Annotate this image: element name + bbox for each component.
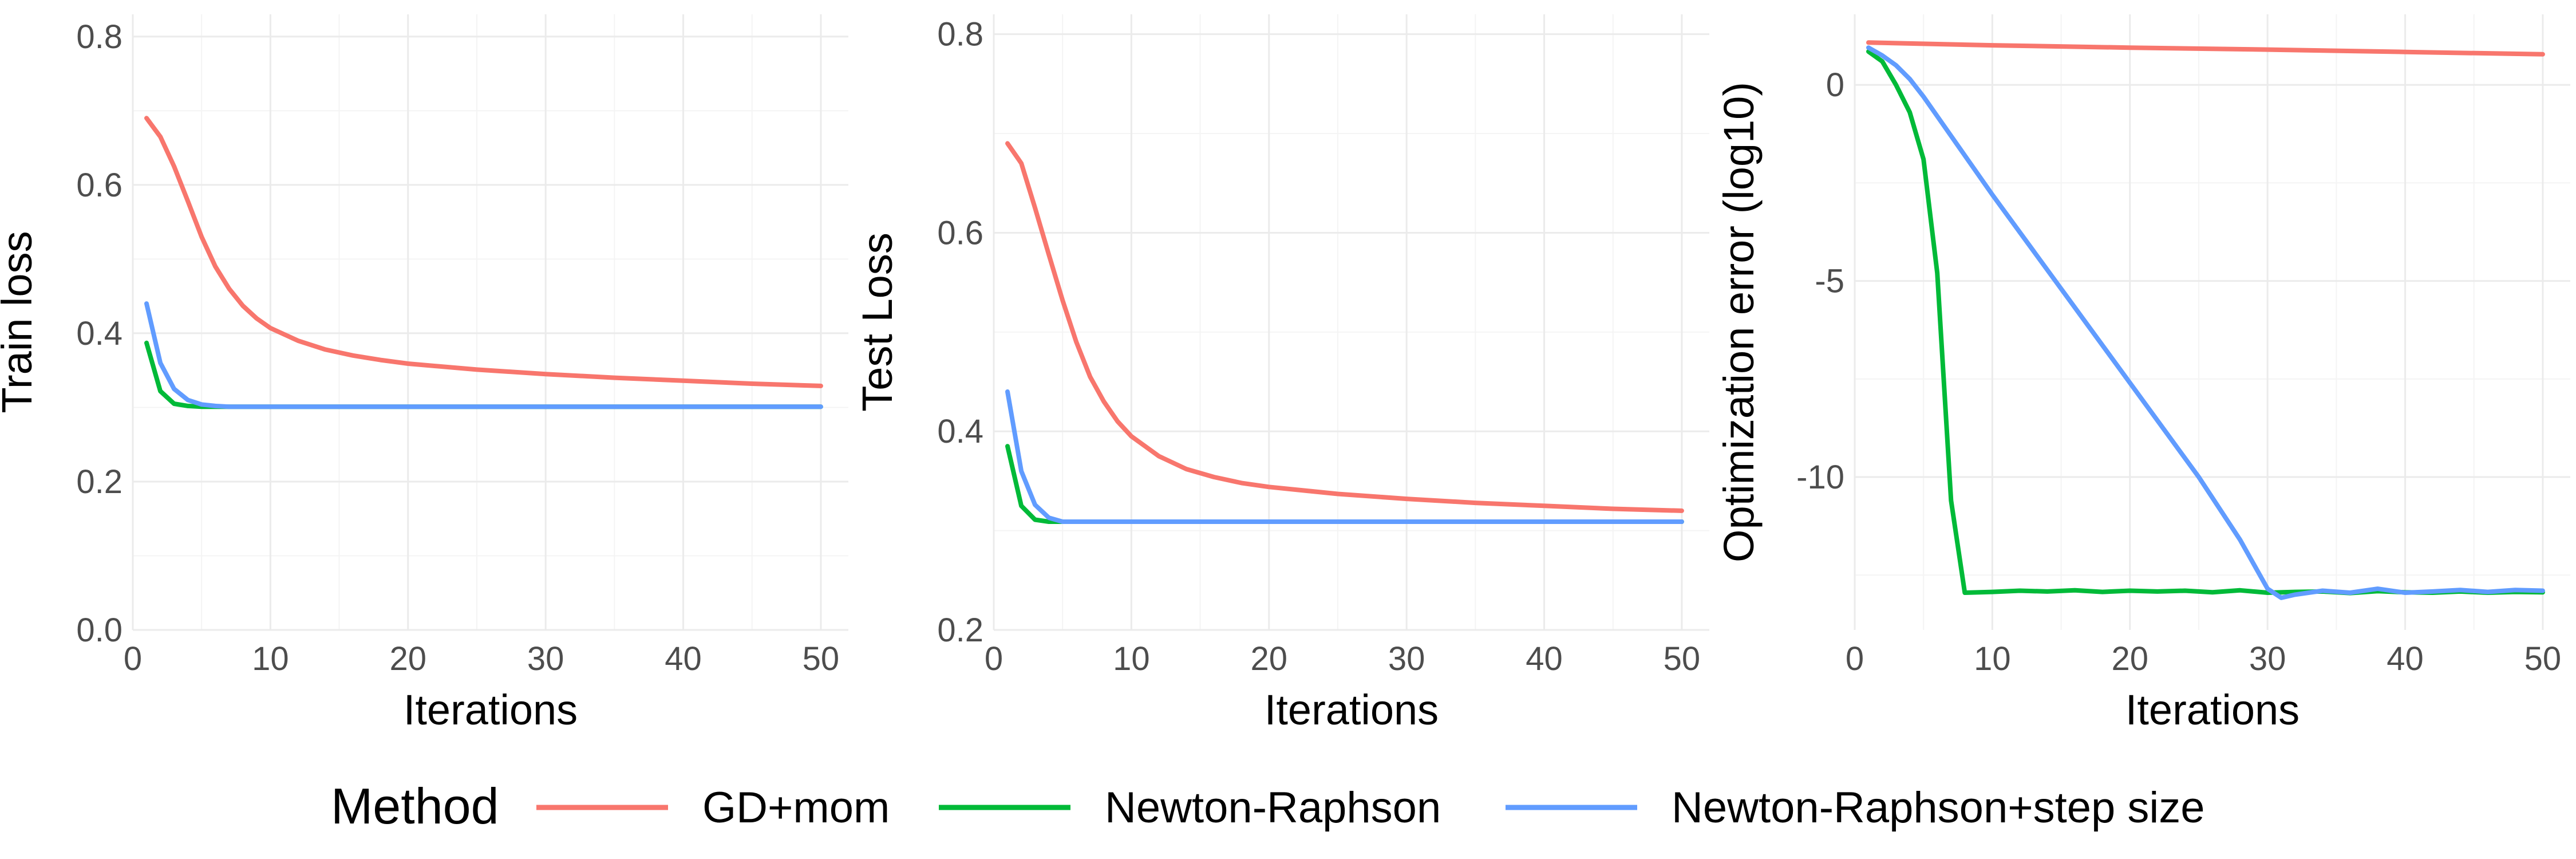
x-tick-label: 50 — [803, 640, 840, 677]
y-tick-label: 0.4 — [76, 315, 123, 352]
y-tick-label: 0.2 — [76, 463, 123, 501]
x-axis-title: Iterations — [404, 686, 578, 734]
x-tick-label: 10 — [1974, 640, 2011, 677]
y-tick-label: 0.2 — [937, 612, 983, 649]
x-axis-title: Iterations — [2125, 686, 2300, 734]
series-line-newton-raphson — [1005, 444, 1684, 524]
x-tick-label: 40 — [2387, 640, 2424, 677]
x-tick-label: 50 — [2524, 640, 2562, 677]
y-axis-title: Test Loss — [854, 233, 901, 412]
x-tick-label: 30 — [1388, 640, 1425, 677]
x-tick-label: 40 — [665, 640, 702, 677]
y-axis-title: Train loss — [0, 231, 41, 413]
x-tick-label: 0 — [124, 640, 142, 677]
x-tick-label: 30 — [2249, 640, 2286, 677]
x-tick-label: 50 — [1664, 640, 1701, 677]
x-tick-label: 0 — [985, 640, 1003, 677]
x-tick-label: 20 — [390, 640, 427, 677]
y-axis-title: Optimization error (log10) — [1715, 82, 1763, 562]
x-tick-label: 20 — [1251, 640, 1288, 677]
legend-entry-gd-mom: GD+mom — [536, 783, 890, 832]
x-tick-label: 10 — [252, 640, 289, 677]
y-tick-label: 0.6 — [937, 214, 983, 251]
series-line-newton-raphson — [1866, 49, 2545, 596]
y-tick-label: 0.8 — [937, 16, 983, 53]
series-line-gd-mom — [144, 116, 823, 388]
legend-label: Newton-Raphson+step size — [1672, 783, 2205, 832]
y-tick-label: -10 — [1796, 459, 1844, 496]
y-tick-label: -5 — [1815, 263, 1844, 300]
x-axis-title: Iterations — [1265, 686, 1439, 734]
chart-panel-2: 0 10 20 30 40 50 0.2 0.4 0.6 0.8 Iterations Test Lo… — [854, 14, 1709, 734]
series-line-newton-raphson — [144, 340, 823, 409]
x-tick-label: 10 — [1113, 640, 1150, 677]
x-tick-label: 0 — [1846, 640, 1864, 677]
chart-panel-1: 0 10 20 30 40 50 0.0 0.2 0.4 0.6 0.8 Iterations Trai… — [0, 14, 848, 734]
x-tick-label: 30 — [527, 640, 564, 677]
legend-entry-newton-raphson: Newton-Raphson — [939, 783, 1441, 832]
legend-label: Newton-Raphson — [1105, 783, 1441, 832]
y-tick-label: 0.4 — [937, 413, 983, 450]
series-line-newton-raphson-step-size — [144, 301, 823, 409]
legend: Method GD+mom Newton-Raphson Newton-Raphso… — [331, 778, 2205, 834]
series-line-newton-raphson-step-size — [1866, 45, 2545, 600]
chart-panel-3: 0 10 20 30 40 50 -10 -5 0 Iterations Optimization … — [1715, 14, 2570, 734]
y-tick-label: 0 — [1826, 66, 1844, 104]
legend-title: Method — [331, 778, 499, 834]
series-line-gd-mom — [1866, 40, 2545, 57]
y-tick-label: 0.0 — [76, 612, 123, 649]
legend-label: GD+mom — [702, 783, 890, 832]
y-tick-label: 0.6 — [76, 167, 123, 204]
series-line-gd-mom — [1005, 141, 1684, 513]
legend-entry-newton-raphson-step-size: Newton-Raphson+step size — [1506, 783, 2205, 832]
x-tick-label: 40 — [1526, 640, 1563, 677]
legend-entries: GD+mom Newton-Raphson Newton-Raphson+step … — [536, 783, 2205, 832]
series-line-newton-raphson-step-size — [1005, 389, 1684, 524]
y-tick-label: 0.8 — [76, 18, 123, 56]
chart-panels: 0 10 20 30 40 50 0.0 0.2 0.4 0.6 0.8 Iterations Trai… — [0, 14, 2570, 734]
x-tick-label: 20 — [2112, 640, 2149, 677]
